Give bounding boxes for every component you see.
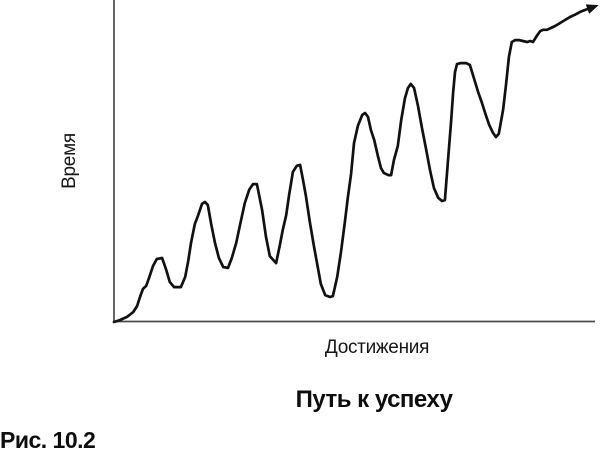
figure-number: Рис. 10.2 (0, 427, 96, 453)
x-axis-label: Достижения (324, 337, 430, 358)
chart-caption: Путь к успеху (295, 386, 453, 413)
success-curve (112, 4, 599, 324)
y-axis-label: Время (59, 133, 80, 189)
